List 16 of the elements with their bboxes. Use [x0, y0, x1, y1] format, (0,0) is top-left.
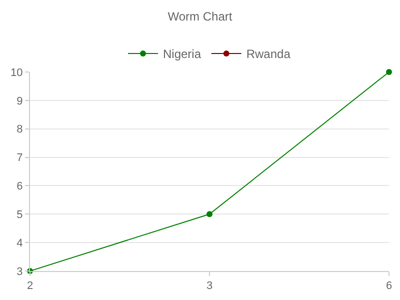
x-tick-label: 6 — [386, 280, 392, 292]
y-tick-label: 9 — [16, 95, 23, 108]
y-tick-label: 5 — [16, 208, 23, 221]
y-tick-label: 10 — [10, 66, 23, 79]
y-tick-label: 6 — [16, 180, 23, 193]
point — [386, 69, 392, 75]
x-tick-label: 3 — [206, 280, 213, 292]
legend-label: Rwanda — [246, 47, 291, 62]
legend-label: Nigeria — [163, 47, 202, 62]
y-tick-label: 8 — [16, 124, 23, 136]
y-tick-label: 3 — [16, 266, 23, 278]
point — [206, 211, 212, 218]
chart-title: Worm Chart — [168, 9, 233, 24]
x-tick-label: 2 — [26, 280, 34, 292]
y-tick-label: 7 — [16, 152, 23, 164]
y-tick-label: 4 — [16, 237, 23, 250]
